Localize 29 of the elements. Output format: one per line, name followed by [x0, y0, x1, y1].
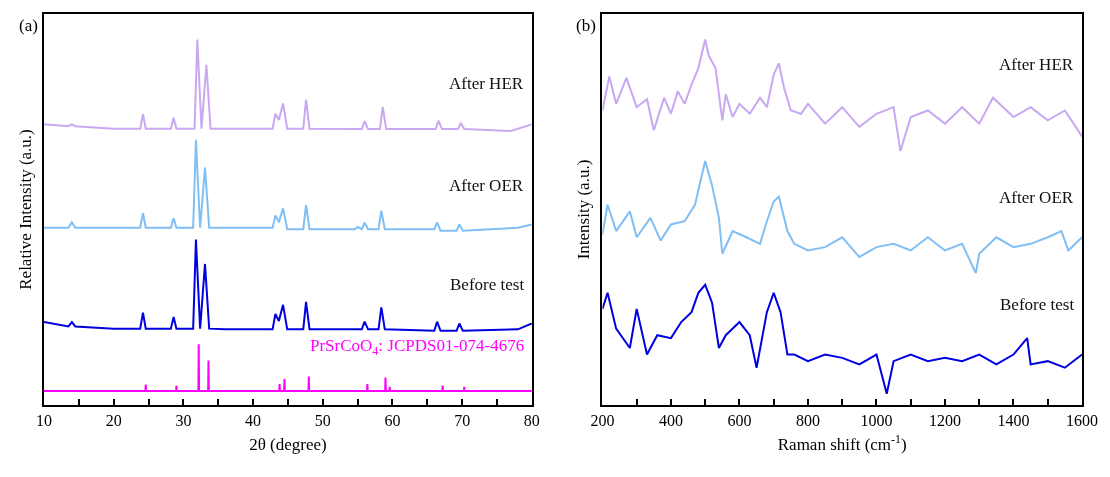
x-tick-label: 800: [795, 412, 820, 430]
x-tick-label: 600: [727, 412, 752, 430]
x-tick-label: 20: [105, 412, 122, 430]
series-label: After OER: [999, 188, 1074, 207]
x-tick-label: 200: [590, 412, 615, 430]
x-tick-label: 10: [36, 412, 52, 430]
x-tick-label: 1200: [928, 412, 961, 430]
series-label: PrSrCoO$_{4}$: JCPDS01-074-4676: [310, 336, 525, 358]
text: (b): [576, 16, 596, 35]
series-label: After OER: [449, 176, 524, 195]
x-tick-label: 1000: [860, 412, 893, 430]
x-tick-label: 40: [245, 412, 262, 430]
x-tick-label: 400: [658, 412, 683, 430]
x-tick-label: 50: [314, 412, 331, 430]
text: Before test: [1000, 295, 1075, 314]
series-label: After HER: [999, 55, 1074, 74]
x-axis-title: Raman shift (cm$^{-1}$): [777, 431, 907, 455]
x-tick-label: 60: [384, 412, 401, 430]
y-axis-title: Intensity (a.u.): [574, 159, 594, 260]
x-axis-title: 2θ (degree): [249, 435, 327, 455]
y-axis-title: Relative Intensity (a.u.): [16, 129, 36, 290]
x-tick-label: 80: [523, 412, 540, 430]
x-tick-label: 70: [454, 412, 471, 430]
series-label: After HER: [449, 74, 524, 93]
series-label: Before test: [450, 275, 525, 294]
x-tick-label: 1400: [997, 412, 1030, 430]
x-tick-label: 30: [175, 412, 192, 430]
text: (a): [19, 16, 38, 35]
x-tick-label: 1600: [1066, 412, 1098, 430]
